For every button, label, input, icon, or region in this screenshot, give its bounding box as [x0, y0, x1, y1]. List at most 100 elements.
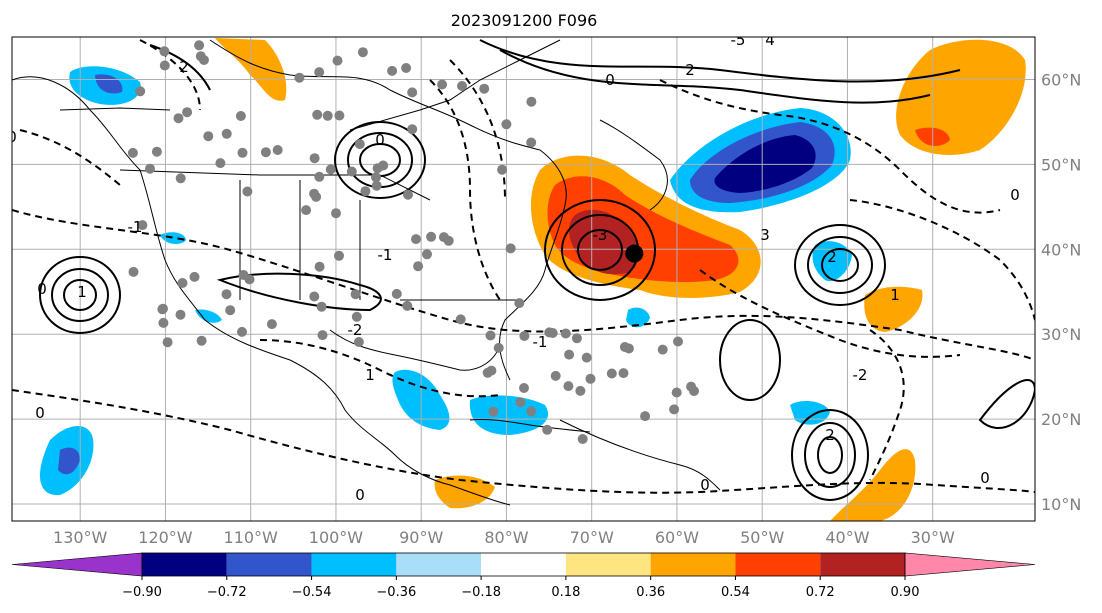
contour-label: 2: [825, 426, 835, 444]
lat-tick-label: 50°N: [1041, 155, 1081, 174]
station-dot: [312, 109, 323, 120]
station-dot: [564, 349, 575, 360]
station-dot: [135, 86, 146, 97]
station-dot: [351, 311, 362, 322]
dashed-contours: [12, 39, 1035, 494]
station-dot: [413, 261, 424, 272]
lon-tick-label: 100°W: [309, 528, 364, 547]
station-dot: [426, 231, 437, 242]
station-dot: [526, 96, 537, 107]
contour-label: 0: [375, 131, 385, 149]
station-dot: [640, 411, 651, 422]
contour-label: -1: [128, 218, 143, 236]
colorbar-tick-label: −0.54: [292, 585, 332, 600]
colorbar-box: [650, 553, 736, 576]
colorbar-tick-label: −0.36: [376, 585, 416, 600]
lon-tick-label: 30°W: [911, 528, 955, 547]
contour-label: 0: [355, 486, 365, 504]
station-dot: [403, 189, 413, 200]
colorbar-tick-label: 0.72: [806, 585, 835, 600]
station-dot: [581, 352, 592, 363]
contour-label: 1: [365, 366, 375, 384]
station-markers: [127, 40, 699, 444]
station-dot: [309, 188, 320, 199]
station-dot: [238, 270, 249, 280]
station-dot: [314, 171, 325, 182]
station-dot: [177, 278, 188, 288]
station-dot: [309, 291, 320, 302]
storm-center-marker: [625, 244, 644, 263]
colorbar-extend-high: [904, 552, 1036, 577]
lon-tick-label: 120°W: [138, 528, 193, 547]
contour-label: -2: [853, 366, 868, 384]
station-dot: [422, 249, 432, 260]
colorbar-tick-label: 0.54: [721, 585, 750, 600]
station-dot: [159, 46, 170, 57]
lon-tick-label: 90°W: [399, 528, 443, 547]
contour-label: 2: [685, 61, 695, 79]
station-dot: [378, 160, 389, 171]
station-dot: [547, 328, 558, 338]
station-dot: [309, 153, 320, 164]
station-dot: [332, 55, 343, 66]
station-dot: [623, 343, 634, 354]
station-dot: [519, 383, 529, 393]
station-dot: [314, 67, 325, 78]
station-dot: [215, 158, 226, 169]
contour-label: 0: [605, 71, 615, 89]
contour-label: -3: [593, 226, 608, 244]
station-dot: [159, 60, 170, 71]
station-dot: [353, 337, 364, 347]
station-dot: [571, 333, 582, 344]
station-dot: [151, 146, 162, 157]
colorbar-box: [142, 553, 227, 576]
contour-label: 0: [7, 128, 17, 146]
station-dot: [575, 385, 586, 396]
lon-tick-label: 50°W: [740, 528, 784, 547]
station-dot: [325, 164, 336, 175]
station-dot: [316, 301, 327, 312]
station-dot: [485, 330, 496, 341]
station-dot: [505, 243, 516, 254]
station-dot: [407, 124, 418, 135]
station-dot: [497, 164, 508, 175]
station-dot: [563, 381, 574, 392]
station-dot: [550, 370, 561, 381]
station-dot: [526, 137, 537, 148]
station-dot: [157, 304, 168, 315]
station-dot: [515, 397, 526, 408]
colorbar-tick-label: −0.90: [122, 585, 162, 600]
station-dot: [175, 309, 186, 320]
station-dot: [145, 163, 155, 174]
station-dot: [371, 172, 381, 183]
station-dot: [294, 72, 305, 83]
station-dot: [493, 342, 504, 353]
colorbar-box: [311, 553, 397, 576]
colorbar-box: [565, 553, 651, 576]
station-dot: [371, 180, 382, 191]
station-dot: [189, 271, 200, 282]
station-dot: [301, 205, 312, 216]
colorbar-box: [820, 553, 905, 576]
station-dot: [272, 145, 283, 155]
station-dot: [514, 298, 525, 309]
station-dot: [334, 250, 344, 261]
station-dot: [196, 335, 207, 346]
chart-title: 2023091200 F096: [451, 11, 598, 30]
station-dot: [235, 111, 246, 121]
station-dot: [542, 424, 553, 435]
station-dot: [657, 344, 668, 355]
station-dot: [127, 147, 138, 158]
station-dot: [437, 79, 448, 90]
lon-tick-label: 60°W: [655, 528, 699, 547]
contour-labels: 0 -1 1 2 2 -3 2 0 3 -2 -1 -2 0 0 0 0 0 0 1 -1 -5 4 2 1 0: [7, 37, 1020, 504]
station-dot: [237, 326, 247, 337]
station-dot: [128, 266, 139, 277]
contour-label: -2: [348, 321, 363, 339]
contour-label: 0: [700, 476, 710, 494]
lon-tick-label: 80°W: [484, 528, 528, 547]
station-dot: [346, 166, 357, 177]
station-dot: [606, 368, 617, 379]
lon-tick-label: 40°W: [825, 528, 869, 547]
